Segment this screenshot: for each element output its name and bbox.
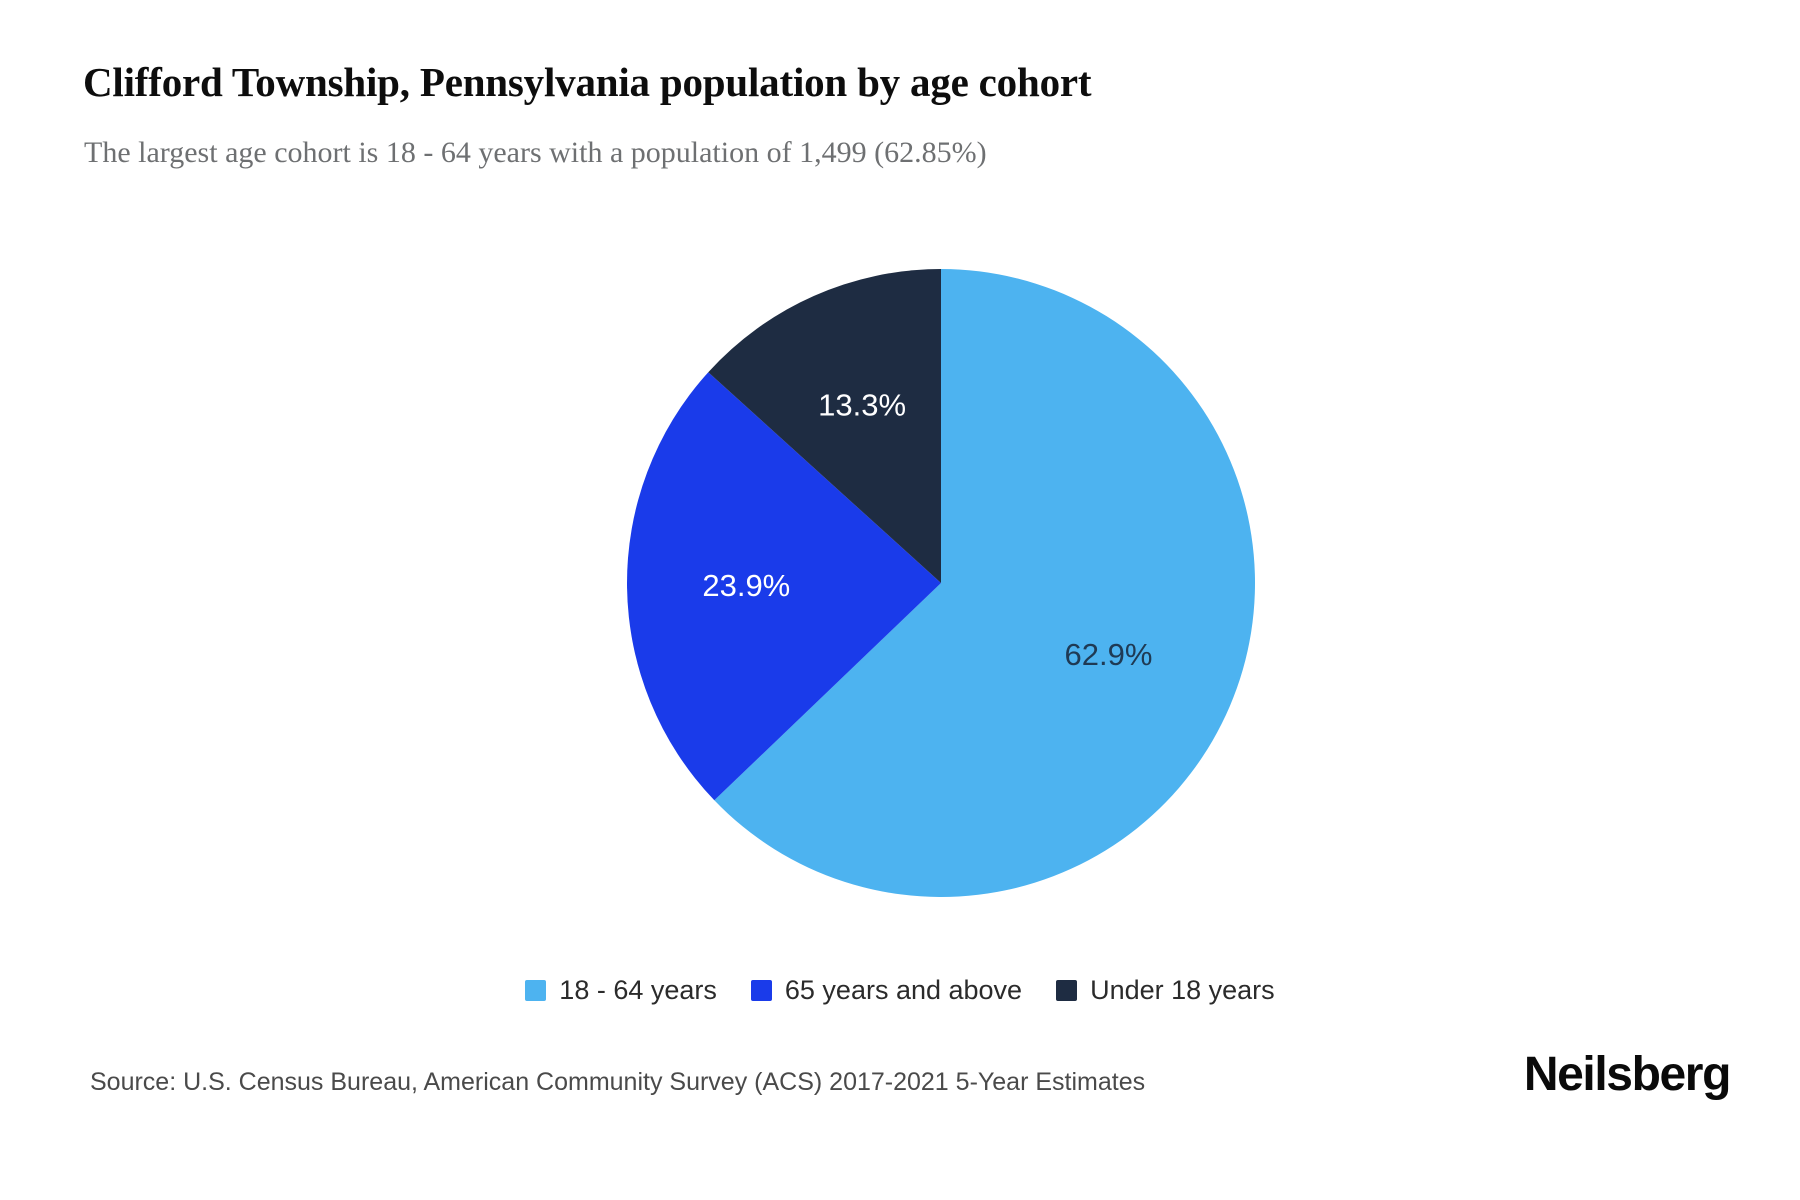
legend-item[interactable]: Under 18 years: [1056, 975, 1275, 1006]
chart-legend: 18 - 64 years 65 years and above Under 18 …: [0, 975, 1800, 1006]
pie-slice[interactable]: [714, 269, 1256, 897]
pie-slice-value-label: 13.3%: [818, 388, 906, 423]
pie-slice[interactable]: [627, 372, 941, 801]
pie-slice-labels: 62.9% 23.9% 13.3%: [702, 388, 1152, 673]
brand-logo: Neilsberg: [1523, 1048, 1732, 1101]
legend-color-swatch: [1056, 980, 1078, 1001]
legend-item-label: 65 years and above: [784, 975, 1023, 1005]
legend-item-label: Under 18 years: [1090, 975, 1275, 1005]
legend-color-swatch: [525, 980, 547, 1001]
legend-color-swatch: [750, 980, 772, 1001]
pie-slice[interactable]: [708, 269, 941, 583]
pie-slice-value-label: 23.9%: [702, 568, 790, 603]
legend-item-label: 18 - 64 years: [559, 975, 717, 1005]
legend-item[interactable]: 65 years and above: [750, 975, 1023, 1006]
legend-item[interactable]: 18 - 64 years: [525, 975, 717, 1006]
source-note: Source: U.S. Census Bureau, American Com…: [90, 1068, 1146, 1096]
pie-slices: [627, 269, 1256, 897]
pie-chart: 62.9% 23.9% 13.3%: [0, 200, 1800, 960]
page-title: Clifford Township, Pennsylvania populati…: [83, 59, 1092, 105]
pie-slice-value-label: 62.9%: [1065, 637, 1153, 672]
page-subtitle: The largest age cohort is 18 - 64 years …: [84, 136, 987, 169]
pie-chart-svg: 62.9% 23.9% 13.3%: [627, 269, 1256, 897]
